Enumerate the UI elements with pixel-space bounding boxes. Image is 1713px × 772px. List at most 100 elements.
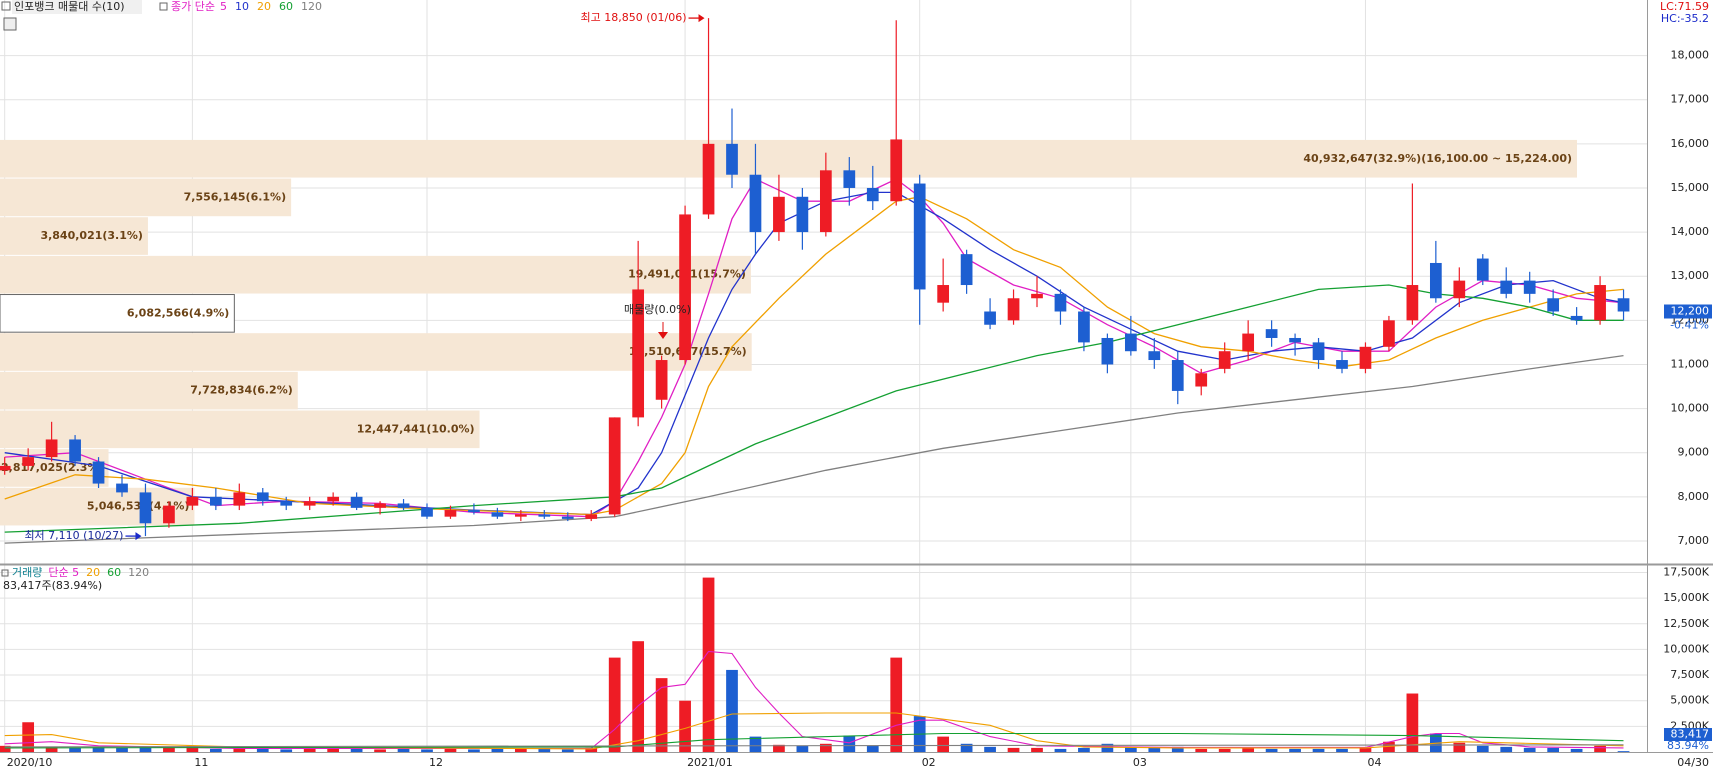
candle-body — [1476, 258, 1489, 281]
volume-bar — [0, 745, 11, 752]
legend-icon — [1, 1, 11, 11]
candle-body — [1265, 329, 1278, 338]
candle-body — [984, 311, 996, 325]
volume-bar — [280, 749, 293, 752]
y-tick-label: 7,000 — [1678, 534, 1710, 547]
volume-bar — [1007, 747, 1020, 752]
volume-bar — [1148, 747, 1161, 752]
candle-body — [1359, 346, 1372, 369]
volume-tick-label: 17,500K — [1663, 565, 1709, 578]
profile-label: 12,447,441(10.0%) — [357, 422, 475, 435]
y-tick-label: 10,000 — [1671, 402, 1710, 415]
legend-entry: 60 — [279, 0, 293, 13]
mid-layer — [0, 18, 1630, 752]
volume-ma-line — [4, 744, 1624, 748]
volume-bar — [1312, 748, 1325, 752]
candle-body — [1078, 311, 1090, 343]
volume-bar — [1453, 742, 1466, 752]
tool-icon[interactable] — [3, 17, 17, 31]
marker-head — [658, 332, 668, 339]
volume-bar — [890, 657, 903, 752]
legend-entry: 5 — [220, 0, 227, 13]
volume-bar — [233, 748, 246, 752]
profile-label: 3,840,021(3.1%) — [40, 229, 143, 242]
candle-body — [843, 170, 856, 188]
candle-body — [632, 289, 645, 418]
candle-body — [1031, 293, 1043, 299]
candle-body — [350, 496, 363, 508]
candle-body — [1054, 293, 1067, 312]
profile-band — [0, 139, 1577, 178]
volume-bar — [984, 746, 996, 752]
candle-body — [773, 196, 785, 233]
candle-body — [960, 254, 973, 286]
candle-body — [514, 514, 527, 517]
volume-summary: 83,417주(83.94%) — [3, 579, 102, 592]
candle-body — [1195, 373, 1208, 387]
volume-bar — [937, 736, 950, 752]
profile-label: 6,082,566(4.9%) — [127, 306, 230, 319]
x-tick-label: 2021/01 — [687, 756, 733, 769]
candle-body — [163, 505, 175, 524]
x-tick-label: 03 — [1133, 756, 1147, 769]
candle-body — [937, 285, 950, 303]
profile-band — [0, 178, 292, 217]
candle-body — [186, 496, 199, 506]
volume-bar — [327, 748, 340, 752]
volume-tick-label: 12,500K — [1663, 617, 1709, 630]
profile-band — [0, 217, 148, 255]
legend-entry: 120 — [301, 0, 322, 13]
back-layer: 40,932,647(32.9%)(16,100.00 ~ 15,224.00)… — [0, 0, 1647, 752]
candle-body — [1453, 280, 1466, 299]
x-tick-label: 2020/10 — [7, 756, 53, 769]
volume-bar — [303, 748, 316, 752]
candle-body — [702, 143, 715, 215]
volume-bar — [421, 749, 433, 752]
hc-label: HC:-35.2 — [1661, 12, 1709, 25]
candle-body — [22, 457, 35, 466]
volume-bar — [1265, 748, 1278, 752]
volume-last-box — [1664, 728, 1712, 741]
volume-bar — [1101, 743, 1114, 752]
candle-body — [679, 214, 691, 361]
candle-body — [1547, 298, 1560, 312]
candle-body — [749, 174, 762, 233]
profile-label: 40,932,647(32.9%)(16,100.00 ~ 15,224.00) — [1303, 152, 1572, 165]
volume-bar — [139, 746, 152, 752]
y-tick-label: 8,000 — [1678, 490, 1710, 503]
ma-line — [4, 354, 1624, 544]
volume-bar — [773, 744, 785, 752]
volume-tick-label: 7,500K — [1670, 668, 1709, 681]
legend-entry: 10 — [235, 0, 249, 13]
volume-bar — [468, 749, 480, 752]
volume-tick-label: 5,000K — [1670, 694, 1709, 707]
volume-bar — [69, 747, 81, 752]
volume-tick-label: 15,000K — [1663, 591, 1709, 604]
candle-body — [280, 501, 293, 506]
candle-body — [796, 196, 809, 233]
candle-body — [1289, 337, 1301, 343]
volume-bar — [819, 743, 832, 752]
volume-bar — [1476, 745, 1489, 752]
candle-body — [1312, 342, 1325, 361]
volume-bar — [92, 746, 105, 752]
candle-body — [1594, 285, 1606, 321]
x-tick-label: 11 — [194, 756, 208, 769]
candle-body — [1242, 333, 1255, 352]
candle-body — [327, 496, 340, 502]
candle-body — [1523, 280, 1536, 294]
volume-legend-entry: 120 — [128, 566, 149, 579]
candle-body — [1570, 315, 1583, 321]
high-arrow-head — [698, 14, 705, 23]
x-tick-label: 04 — [1367, 756, 1381, 769]
y-tick-label: 14,000 — [1671, 225, 1710, 238]
profile-band — [0, 371, 298, 410]
volume-bar — [1031, 747, 1043, 752]
candle-body — [585, 514, 598, 519]
candle-body — [1429, 262, 1442, 299]
candle-body — [491, 512, 504, 517]
candle-body — [421, 507, 433, 517]
ma-line — [4, 284, 1624, 533]
volume-bar — [1124, 746, 1137, 752]
y-tick-label: 16,000 — [1671, 137, 1710, 150]
